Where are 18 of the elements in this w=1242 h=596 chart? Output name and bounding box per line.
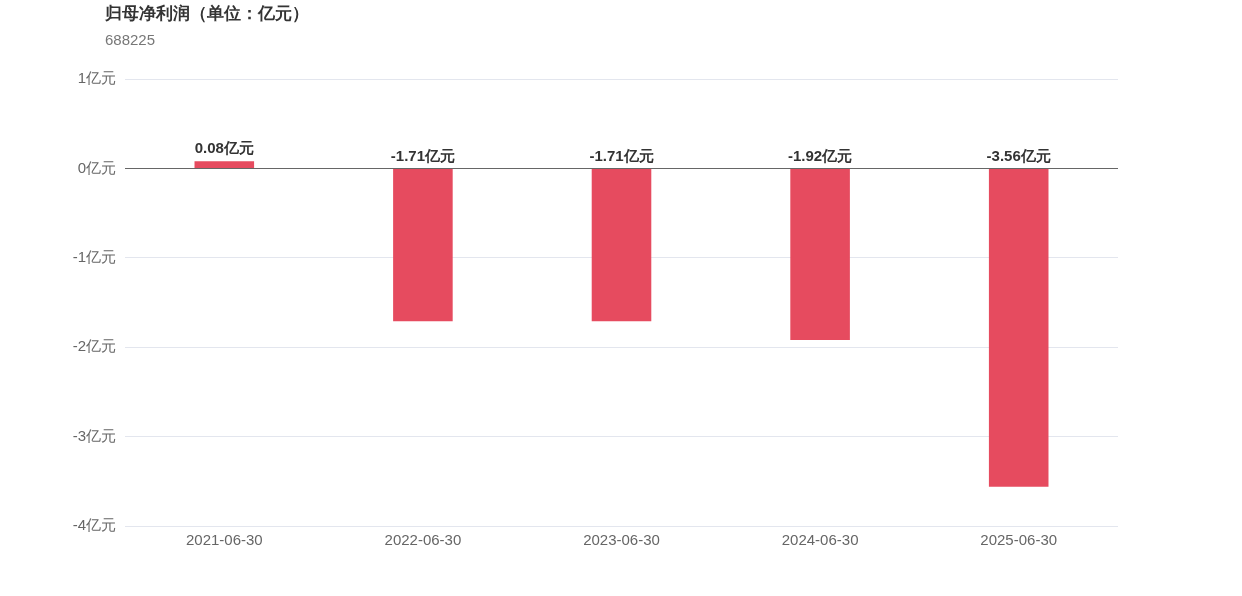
y-tick-label: -4亿元 <box>72 516 116 534</box>
data-label: -1.92亿元 <box>788 146 853 164</box>
x-tick-label: 2021-06-30 <box>185 531 263 549</box>
data-label: 0.08亿元 <box>194 138 254 156</box>
chart-title: 归母净利润（单位：亿元） <box>105 3 309 25</box>
chart-subtitle: 688225 <box>105 31 156 48</box>
y-tick-label: -2亿元 <box>72 337 116 355</box>
data-label: -1.71亿元 <box>589 146 654 164</box>
data-label: -3.56亿元 <box>986 146 1051 164</box>
y-tick-label: 0亿元 <box>77 158 116 176</box>
y-tick-label: -3亿元 <box>72 426 116 444</box>
data-label: -1.71亿元 <box>390 146 455 164</box>
x-tick-label: 2024-06-30 <box>781 531 859 549</box>
x-tick-label: 2025-06-30 <box>980 531 1058 549</box>
y-tick-label: -1亿元 <box>72 247 116 265</box>
y-tick-label: 1亿元 <box>77 69 116 87</box>
x-tick-label: 2022-06-30 <box>384 531 462 549</box>
x-tick-label: 2023-06-30 <box>583 531 660 549</box>
